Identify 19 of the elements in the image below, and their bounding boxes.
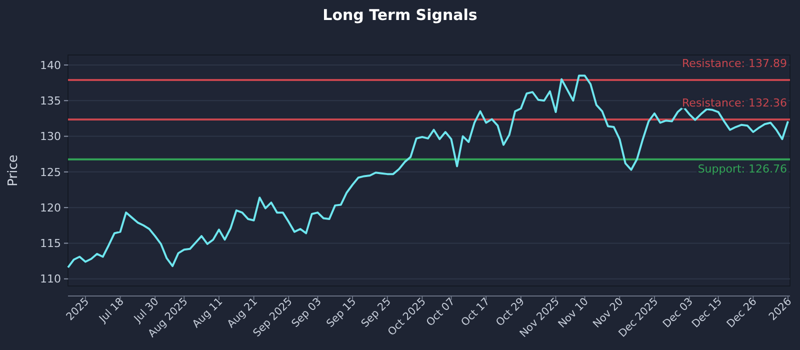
y-tick-label: 120 (40, 201, 61, 214)
y-axis-title: Price (6, 154, 21, 186)
y-tick-label: 130 (40, 130, 61, 144)
x-tick-label: Oct 07 (424, 296, 458, 329)
ref-line-label: Resistance: 137.89 (682, 57, 787, 70)
chart-title: Long Term Signals (322, 6, 478, 24)
y-tick-label: 140 (40, 58, 61, 72)
x-tick-label: Dec 26 (724, 295, 760, 330)
x-tick-label: Jul 18 (96, 296, 126, 326)
y-tick-label: 125 (40, 166, 61, 179)
y-tick-label: 115 (40, 237, 61, 250)
x-tick-label: Oct 17 (459, 296, 492, 329)
x-tick-label: Sep 03 (290, 296, 324, 330)
x-tick-label: Sep 15 (324, 296, 359, 330)
ref-line-label: Resistance: 132.36 (682, 96, 787, 110)
y-tick-label: 135 (40, 94, 61, 108)
y-tick-label: 110 (40, 272, 61, 286)
ref-line-label: Support: 126.76 (698, 162, 787, 176)
line-series (67, 74, 789, 268)
